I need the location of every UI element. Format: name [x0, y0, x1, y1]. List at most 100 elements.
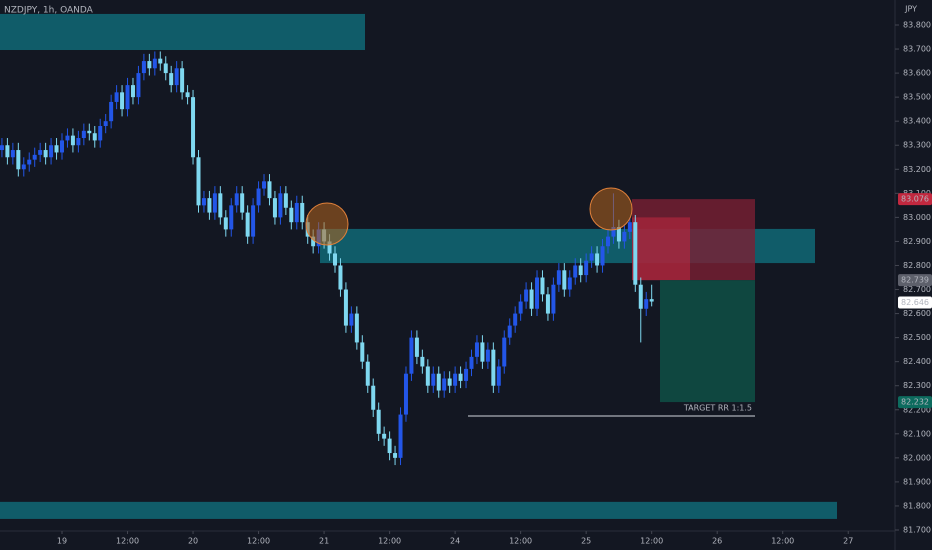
candle-body: [584, 260, 589, 276]
candle-body: [141, 61, 146, 74]
candle-body: [147, 61, 152, 69]
candle-body: [338, 265, 343, 290]
y-tick-label: 82.300: [903, 381, 931, 390]
candle-body: [267, 181, 272, 199]
candle-body: [464, 368, 469, 381]
candle-body: [245, 212, 250, 237]
candle-body: [485, 349, 490, 362]
candle-body: [431, 373, 436, 386]
price-label: 82.646: [901, 298, 929, 307]
zone: [0, 501, 837, 519]
candle-body: [649, 299, 654, 302]
candle-body: [185, 92, 190, 98]
candle-body: [622, 231, 627, 242]
candle-body: [300, 202, 305, 223]
candle-body: [382, 433, 387, 439]
y-tick-label: 82.100: [903, 429, 931, 438]
candle-body: [371, 385, 376, 410]
candle-body: [425, 366, 430, 386]
candle-body: [32, 154, 37, 160]
candle-body: [529, 289, 534, 309]
y-tick-label: 81.900: [903, 477, 931, 486]
highlight-circle: [589, 187, 633, 231]
x-tick-label: 20: [188, 537, 198, 546]
candle-body: [10, 150, 15, 158]
candle-body: [60, 140, 64, 153]
candle-body: [573, 265, 578, 278]
currency: JPY: [904, 5, 917, 14]
candle-body: [409, 337, 414, 374]
candle-body: [627, 222, 632, 232]
price-label: 82.232: [901, 398, 929, 407]
candle-body: [294, 202, 299, 223]
candle-body: [256, 188, 261, 206]
candle-body: [76, 138, 81, 146]
candle-body: [234, 193, 239, 206]
zones: TARGET RR 1:1.5: [0, 13, 837, 519]
target-label: TARGET RR 1:1.5: [683, 404, 752, 413]
y-tick-label: 81.700: [903, 526, 931, 535]
price-label-bg: [898, 396, 932, 409]
candle-body: [223, 217, 228, 230]
y-tick-label: 82.700: [903, 285, 931, 294]
candle-body: [365, 361, 370, 386]
x-tick-label: 12:00: [640, 537, 663, 546]
candle-body: [70, 135, 75, 146]
candle-body: [414, 337, 419, 357]
price-label-bg: [898, 296, 932, 309]
candle-body: [196, 157, 201, 206]
y-tick-label: 82.900: [903, 237, 931, 246]
candle-body: [589, 253, 594, 261]
candle-body: [27, 159, 32, 165]
candle-body: [114, 92, 119, 102]
candle-body: [283, 193, 288, 208]
candle-body: [535, 277, 540, 309]
candle-body: [327, 241, 332, 254]
candle-body: [333, 253, 337, 266]
candle-body: [502, 337, 507, 367]
candle-body: [109, 101, 114, 122]
y-tick-label: 82.800: [903, 261, 931, 270]
candle-body: [442, 378, 447, 391]
y-tick-label: 83.700: [903, 45, 931, 54]
candle-body: [616, 227, 621, 242]
x-tick-label: 24: [450, 537, 460, 546]
candle-body: [240, 193, 245, 213]
candle-body: [387, 438, 392, 454]
candle-body: [158, 58, 163, 64]
candle-body: [251, 205, 256, 237]
candle-body: [600, 246, 605, 266]
candle-body: [311, 236, 316, 247]
candle-body: [98, 126, 103, 141]
x-tick-label: 12:00: [378, 537, 401, 546]
highlight-circle: [305, 202, 349, 246]
candle-body: [163, 63, 168, 74]
y-tick-label: 83.300: [903, 141, 931, 150]
x-tick-label: 21: [319, 537, 329, 546]
candle-body: [289, 207, 294, 223]
candle-body: [130, 85, 135, 98]
candle-body: [152, 58, 157, 69]
candle-body: [21, 164, 26, 170]
y-tick-label: 82.200: [903, 405, 931, 414]
candle-body: [567, 277, 572, 290]
candle-body: [551, 284, 556, 314]
y-tick-label: 83.000: [903, 213, 931, 222]
y-tick-label: 83.500: [903, 93, 931, 102]
candle-body: [5, 145, 10, 158]
candle-body: [120, 92, 125, 110]
candle-body: [518, 301, 523, 314]
axes: 83.800 83.700 83.600 83.500 83.400 83.300 83.2…: [57, 21, 932, 546]
price-label: 82.739: [901, 276, 929, 285]
x-tick-label: 25: [581, 537, 591, 546]
candle-body: [0, 145, 4, 151]
candle-body: [103, 121, 108, 126]
x-tick-label: 12:00: [116, 537, 139, 546]
candle-body: [272, 198, 277, 218]
candle-body: [81, 130, 86, 139]
candle-body: [201, 198, 206, 206]
candle-body: [207, 198, 212, 213]
candle-body: [16, 150, 21, 170]
candle-body: [562, 270, 567, 290]
